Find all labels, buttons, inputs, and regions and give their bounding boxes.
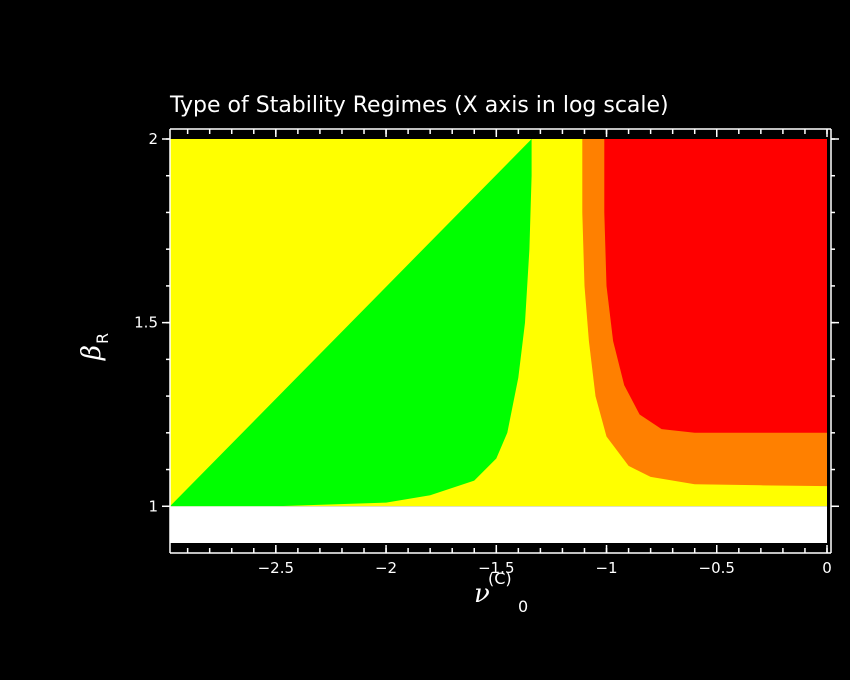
x-tick-label: 0	[822, 559, 832, 577]
x-axis-label: ν (C) 0	[474, 569, 528, 616]
y-tick-label: 1	[148, 497, 158, 515]
x-tick-label: −1	[595, 559, 617, 577]
x-axis-label-subscript: 0	[518, 597, 528, 616]
x-tick-label: −2.5	[258, 559, 294, 577]
y-axis-label: β R	[77, 333, 112, 361]
region-red	[604, 139, 827, 433]
y-axis-label-symbol: β	[77, 345, 107, 361]
x-tick-label: −0.5	[699, 559, 735, 577]
ticks-layer: −2.5 −2 −1.5 −1 −0.5 0 1 1.5 2	[134, 129, 839, 577]
chart-title: Type of Stability Regimes (X axis in log…	[169, 93, 669, 118]
x-tick-label: −1.5	[478, 559, 514, 577]
region-white	[170, 506, 827, 543]
y-tick-label: 2	[148, 130, 158, 148]
y-tick-label: 1.5	[134, 314, 158, 332]
y-axis-label-subscript: R	[93, 333, 112, 344]
x-axis-label-symbol: ν	[474, 579, 490, 609]
axes-layer	[169, 128, 832, 554]
labels-layer: Type of Stability Regimes (X axis in log…	[77, 93, 669, 616]
x-axis-label-superscript: (C)	[488, 569, 512, 588]
x-tick-label: −2	[375, 559, 397, 577]
regions-layer	[170, 139, 827, 543]
region-green	[170, 139, 532, 507]
